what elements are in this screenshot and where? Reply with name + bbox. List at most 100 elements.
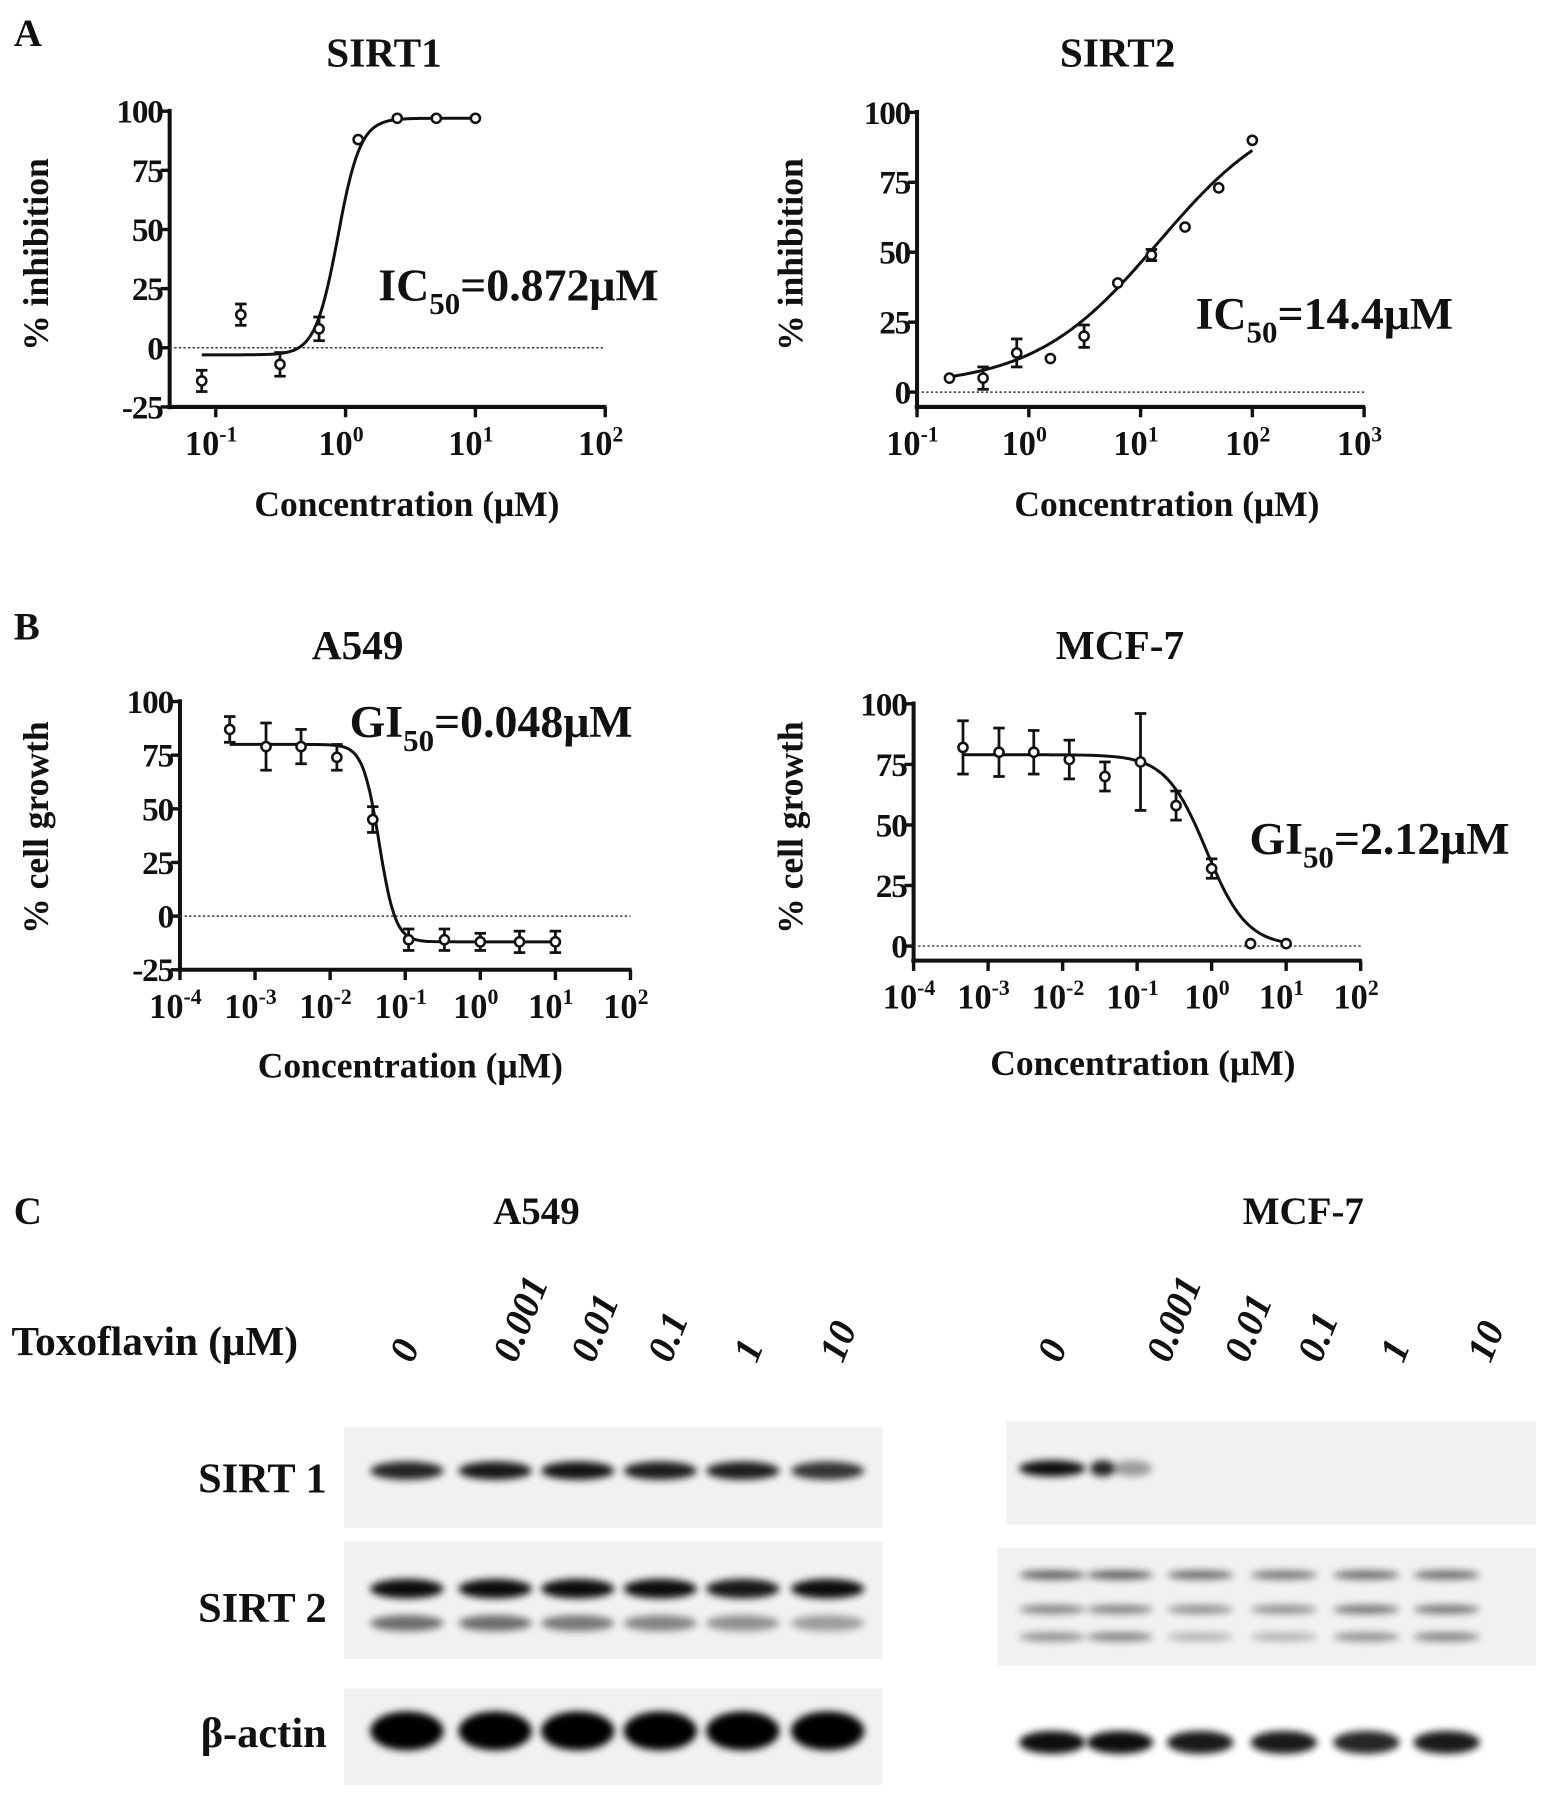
data-point xyxy=(234,302,247,327)
marker xyxy=(274,358,286,371)
annotation-value: =0.048μM xyxy=(434,696,633,747)
x-tick-base: 10 xyxy=(318,425,352,463)
lane-label: 1 xyxy=(725,1333,772,1367)
annotation-subscript: 50 xyxy=(403,723,434,758)
x-tick-exponent: -3 xyxy=(992,976,1010,1000)
x-tick-exponent: 2 xyxy=(1368,976,1379,1000)
band xyxy=(1333,1730,1400,1754)
band xyxy=(1019,1632,1086,1642)
annotation-value: =14.4μM xyxy=(1277,288,1453,339)
x-tick-exponent: -1 xyxy=(409,985,427,1009)
band xyxy=(1333,1632,1400,1642)
marker xyxy=(1145,249,1158,261)
y-tick-label: 75 xyxy=(132,153,163,190)
x-tick-base: 10 xyxy=(1106,979,1140,1017)
annotation-main: GI xyxy=(1249,813,1303,864)
x-tick-label: 100 xyxy=(1184,976,1229,1017)
x-tick-label: 102 xyxy=(1333,976,1378,1017)
y-tick-label: 75 xyxy=(879,165,910,202)
fit-curve xyxy=(201,116,476,357)
lane-label: 10 xyxy=(811,1315,865,1367)
lane-label: 0.1 xyxy=(639,1306,697,1367)
y-axis-label: % cell growth xyxy=(770,721,810,934)
x-tick-exponent: 1 xyxy=(483,422,494,446)
x-tick-label: 10-1 xyxy=(1106,976,1159,1017)
potency-annotation: IC50=14.4μM xyxy=(1196,288,1454,350)
data-point xyxy=(1027,729,1040,776)
band xyxy=(623,1615,697,1632)
x-tick-exponent: 2 xyxy=(638,985,649,1009)
data-point xyxy=(943,372,956,384)
x-tick-label: 10-1 xyxy=(886,422,939,463)
x-tick-exponent: 1 xyxy=(1293,976,1304,1000)
band xyxy=(1086,1604,1154,1614)
potency-annotation: GI50=0.048μM xyxy=(350,696,633,758)
x-tick-base: 10 xyxy=(453,988,487,1026)
x-tick-base: 10 xyxy=(528,988,562,1026)
marker xyxy=(295,740,307,753)
band xyxy=(458,1461,532,1480)
x-tick-label: 102 xyxy=(578,422,623,463)
marker xyxy=(1134,756,1147,768)
band xyxy=(1090,1460,1116,1477)
panel-letter-b: B xyxy=(14,606,40,649)
lane-label: 0 xyxy=(1029,1333,1076,1367)
lane-label: 0.01 xyxy=(562,1288,627,1367)
panel-letter-a: A xyxy=(14,12,42,55)
band xyxy=(1413,1570,1480,1580)
lane-label: 0.001 xyxy=(1138,1270,1211,1367)
data-point xyxy=(331,743,343,772)
marker xyxy=(1244,937,1257,950)
x-tick-base: 10 xyxy=(1337,425,1371,463)
x-tick-exponent: 2 xyxy=(1259,422,1270,446)
marker xyxy=(260,740,272,753)
band xyxy=(541,1579,615,1599)
potency-annotation: GI50=2.12μM xyxy=(1249,813,1509,875)
data-point xyxy=(223,715,236,744)
x-tick-exponent: 1 xyxy=(1148,422,1159,446)
x-tick-exponent: -1 xyxy=(219,422,237,446)
marker xyxy=(1205,862,1218,875)
band xyxy=(1333,1570,1400,1580)
x-tick-label: 100 xyxy=(453,985,498,1026)
data-point xyxy=(1063,738,1076,781)
band xyxy=(370,1579,444,1599)
marker xyxy=(1063,753,1076,766)
band xyxy=(541,1615,615,1632)
blot-a549: A549 0 0.001 0.01 0.1 1 10 SIRT 1 SIRT 2 β-actin xyxy=(198,1190,883,1785)
data-point xyxy=(1170,789,1182,822)
band xyxy=(790,1461,865,1480)
marker xyxy=(1170,799,1182,812)
lane-label: 0.1 xyxy=(1289,1306,1347,1367)
protein-label: β-actin xyxy=(201,1710,327,1757)
band xyxy=(1166,1604,1234,1614)
x-tick-exponent: 1 xyxy=(563,985,574,1009)
band xyxy=(1413,1632,1480,1642)
band xyxy=(1413,1604,1480,1614)
band xyxy=(1019,1460,1086,1477)
x-axis-label: Concentration (μM) xyxy=(1014,484,1319,524)
x-tick-exponent: -4 xyxy=(184,985,202,1009)
x-tick-base: 10 xyxy=(1225,425,1259,463)
band xyxy=(1086,1570,1154,1580)
marker xyxy=(1044,352,1057,365)
x-tick-exponent: 2 xyxy=(612,422,623,446)
marker xyxy=(943,372,956,384)
x-tick-label: 101 xyxy=(528,985,573,1026)
x-tick-base: 10 xyxy=(1184,979,1218,1017)
marker xyxy=(331,751,343,764)
marker xyxy=(1078,330,1090,343)
y-tick-label: 75 xyxy=(876,747,907,784)
blot-membrane xyxy=(343,1427,883,1529)
fit-curve xyxy=(949,149,1254,379)
blot-membrane xyxy=(1006,1421,1537,1525)
y-tick-label: 100 xyxy=(127,684,174,721)
x-tick-base: 10 xyxy=(1032,979,1066,1017)
chart-title: MCF-7 xyxy=(1056,622,1184,668)
marker xyxy=(474,936,487,948)
x-tick-base: 10 xyxy=(1002,425,1036,463)
lane-label: 0.01 xyxy=(1216,1288,1281,1367)
